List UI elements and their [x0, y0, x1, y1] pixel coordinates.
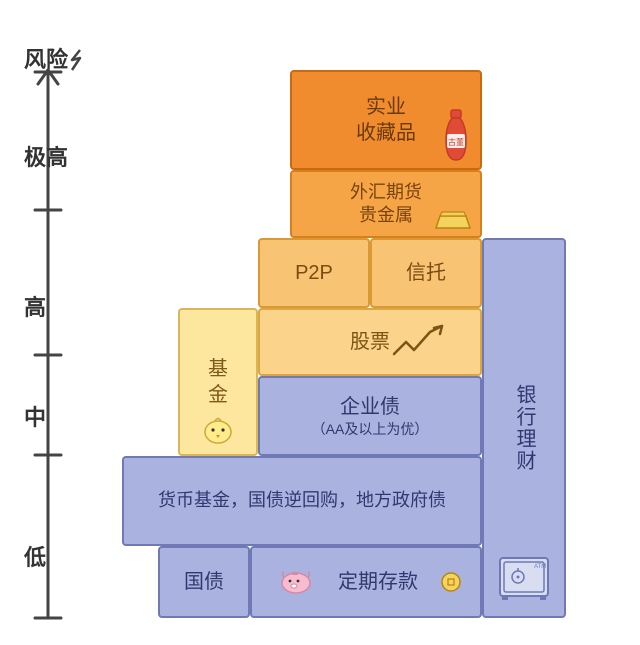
block-time-deposit: 定期存款 — [250, 546, 482, 618]
goldbar-icon — [430, 208, 476, 234]
block-funds-sublabel: 金 — [208, 382, 228, 408]
coin-icon — [440, 571, 462, 593]
block-funds: 基金 — [178, 308, 258, 456]
block-funds-label: 基 — [208, 356, 228, 382]
block-money-market-label: 货币基金，国债逆回购，地方政府债 — [158, 489, 446, 512]
bottle-icon: 古董 — [438, 108, 474, 164]
trend-icon — [390, 322, 450, 362]
chick-icon — [198, 410, 238, 446]
block-gov-bonds-label: 国债 — [184, 569, 224, 595]
block-p2p: P2P — [258, 238, 370, 308]
block-gov-bonds: 国债 — [158, 546, 250, 618]
block-bank-wm: 银行理财 ATM — [482, 238, 566, 618]
risk-level-0: 极高 — [24, 140, 68, 172]
block-corp-bonds: 企业债（AA及以上为优） — [258, 376, 482, 456]
block-p2p-label: P2P — [295, 260, 333, 286]
risk-level-1: 高 — [24, 290, 46, 322]
safe-icon: ATM — [496, 552, 552, 602]
risk-level-2: 中 — [24, 400, 46, 432]
block-forex-futures-metals-sublabel: 贵金属 — [359, 204, 413, 227]
block-time-deposit-label: 定期存款 — [338, 569, 418, 595]
block-stocks-label: 股票 — [350, 329, 390, 355]
block-money-market: 货币基金，国债逆回购，地方政府债 — [122, 456, 482, 546]
block-forex-futures-metals: 外汇期货贵金属 — [290, 170, 482, 238]
svg-text:古董: 古董 — [448, 137, 464, 147]
block-trust: 信托 — [370, 238, 482, 308]
block-forex-futures-metals-label: 外汇期货 — [350, 181, 422, 204]
block-corp-bonds-sublabel: （AA及以上为优） — [312, 420, 429, 438]
block-corp-bonds-label: 企业债 — [340, 394, 400, 420]
block-industry-collectibles-sublabel: 收藏品 — [356, 120, 416, 146]
axis-title: 风险 — [24, 42, 68, 74]
block-stocks: 股票 — [258, 308, 482, 376]
svg-text:ATM: ATM — [534, 564, 546, 570]
risk-level-3: 低 — [24, 540, 46, 572]
block-trust-label: 信托 — [406, 260, 446, 286]
block-industry-collectibles-label: 实业 — [366, 94, 406, 120]
piggy-icon — [276, 567, 316, 597]
block-bank-wm-label: 银行理财 — [511, 384, 537, 472]
block-industry-collectibles: 实业收藏品古董 — [290, 70, 482, 170]
